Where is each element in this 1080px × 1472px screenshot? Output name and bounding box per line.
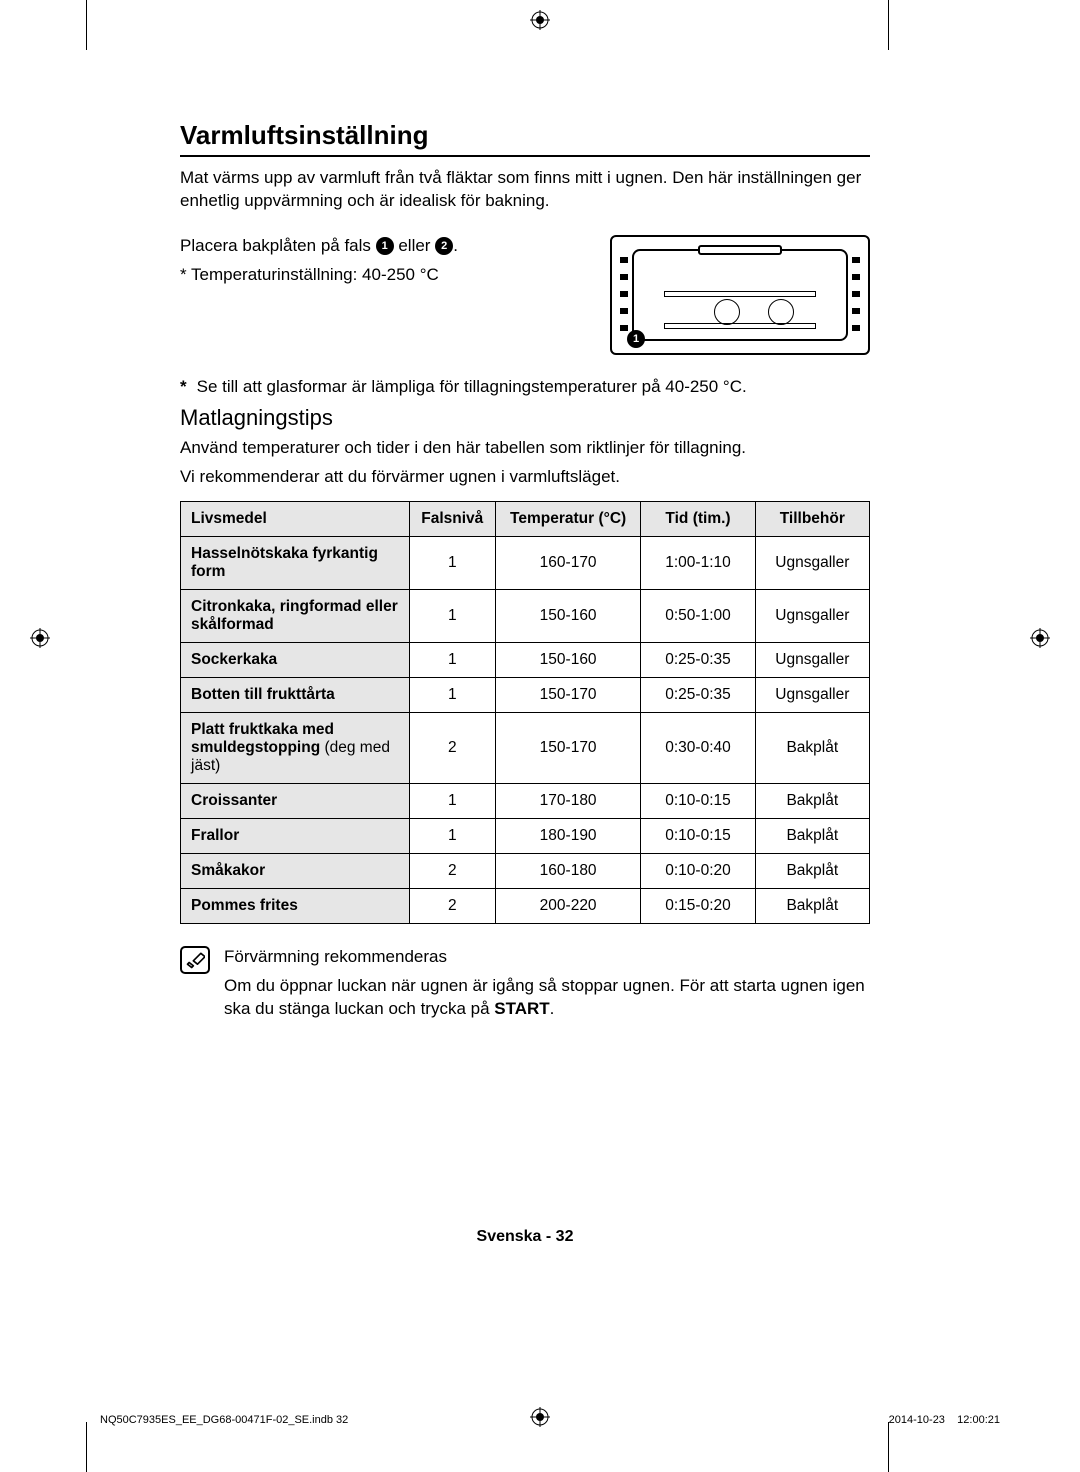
temp-range-text: * Temperaturinställning: 40-250 °C: [180, 264, 592, 287]
table-row: Småkakor2160-1800:10-0:20Bakplåt: [181, 853, 870, 888]
acc-cell: Bakplåt: [755, 888, 869, 923]
cooking-table: LivsmedelFalsnivåTemperatur (°C)Tid (tim…: [180, 501, 870, 924]
acc-cell: Ugnsgaller: [755, 677, 869, 712]
temp-cell: 150-170: [495, 712, 640, 783]
temp-cell: 180-190: [495, 818, 640, 853]
level-cell: 2: [409, 888, 495, 923]
subheading: Matlagningstips: [180, 405, 870, 431]
time-cell: 0:25-0:35: [641, 642, 755, 677]
time-cell: 1:00-1:10: [641, 536, 755, 589]
circle-number-icon: 1: [376, 237, 394, 255]
note-icon: [180, 946, 210, 974]
page-heading: Varmluftsinställning: [180, 120, 870, 157]
table-row: Citronkaka, ringformad eller skålformad1…: [181, 589, 870, 642]
food-cell: Frallor: [181, 818, 410, 853]
subtext-2: Vi rekommenderar att du förvärmer ugnen …: [180, 466, 870, 489]
acc-cell: Ugnsgaller: [755, 589, 869, 642]
glass-note-text: Se till att glasformar är lämpliga för t…: [197, 377, 747, 397]
print-file: NQ50C7935ES_EE_DG68-00471F-02_SE.indb 32: [100, 1414, 348, 1426]
level-cell: 2: [409, 712, 495, 783]
acc-cell: Bakplåt: [755, 783, 869, 818]
level-cell: 1: [409, 589, 495, 642]
table-row: Frallor1180-1900:10-0:15Bakplåt: [181, 818, 870, 853]
note-line-1: Förvärmning rekommenderas: [224, 946, 870, 969]
acc-cell: Ugnsgaller: [755, 536, 869, 589]
table-header: Tid (tim.): [641, 501, 755, 536]
table-header: Falsnivå: [409, 501, 495, 536]
level-cell: 1: [409, 642, 495, 677]
level-cell: 1: [409, 818, 495, 853]
temp-cell: 200-220: [495, 888, 640, 923]
temp-cell: 150-160: [495, 642, 640, 677]
subtext-1: Använd temperaturer och tider i den här …: [180, 437, 870, 460]
acc-cell: Ugnsgaller: [755, 642, 869, 677]
temp-cell: 150-160: [495, 589, 640, 642]
registration-mark-icon: [30, 628, 50, 648]
time-cell: 0:15-0:20: [641, 888, 755, 923]
table-header: Livsmedel: [181, 501, 410, 536]
level-cell: 1: [409, 783, 495, 818]
table-header: Temperatur (°C): [495, 501, 640, 536]
table-row: Hasselnötskaka fyrkantig form1160-1701:0…: [181, 536, 870, 589]
temp-cell: 160-170: [495, 536, 640, 589]
table-row: Botten till frukttårta1150-1700:25-0:35U…: [181, 677, 870, 712]
table-row: Platt fruktkaka med smuldegstopping (deg…: [181, 712, 870, 783]
food-cell: Sockerkaka: [181, 642, 410, 677]
acc-cell: Bakplåt: [755, 818, 869, 853]
print-date: 2014-10-23: [889, 1414, 945, 1426]
table-row: Pommes frites2200-2200:15-0:20Bakplåt: [181, 888, 870, 923]
food-cell: Botten till frukttårta: [181, 677, 410, 712]
registration-mark-icon: [1030, 628, 1050, 648]
level-cell: 1: [409, 536, 495, 589]
intro-text: Mat värms upp av varmluft från två fläkt…: [180, 167, 870, 213]
time-cell: 0:10-0:15: [641, 783, 755, 818]
food-cell: Småkakor: [181, 853, 410, 888]
registration-mark-icon: [530, 10, 550, 30]
table-row: Sockerkaka1150-1600:25-0:35Ugnsgaller: [181, 642, 870, 677]
acc-cell: Bakplåt: [755, 853, 869, 888]
acc-cell: Bakplåt: [755, 712, 869, 783]
placement-text: Placera bakplåten på fals 1 eller 2.: [180, 235, 592, 258]
table-header: Tillbehör: [755, 501, 869, 536]
level-cell: 1: [409, 677, 495, 712]
temp-cell: 150-170: [495, 677, 640, 712]
time-cell: 0:30-0:40: [641, 712, 755, 783]
circle-number-icon: 2: [435, 237, 453, 255]
table-row: Croissanter1170-1800:10-0:15Bakplåt: [181, 783, 870, 818]
time-cell: 0:50-1:00: [641, 589, 755, 642]
time-cell: 0:25-0:35: [641, 677, 755, 712]
oven-level-marker-icon: 1: [627, 330, 645, 348]
food-cell: Citronkaka, ringformad eller skålformad: [181, 589, 410, 642]
temp-cell: 170-180: [495, 783, 640, 818]
temp-cell: 160-180: [495, 853, 640, 888]
page-number: Svenska - 32: [180, 1228, 870, 1246]
oven-diagram-icon: 1: [610, 235, 870, 355]
food-cell: Platt fruktkaka med smuldegstopping (deg…: [181, 712, 410, 783]
food-cell: Pommes frites: [181, 888, 410, 923]
food-cell: Croissanter: [181, 783, 410, 818]
asterisk-icon: *: [180, 377, 187, 397]
note-line-2: Om du öppnar luckan när ugnen är igång s…: [224, 975, 870, 1021]
level-cell: 2: [409, 853, 495, 888]
time-cell: 0:10-0:15: [641, 818, 755, 853]
print-footer: NQ50C7935ES_EE_DG68-00471F-02_SE.indb 32…: [100, 1414, 1000, 1426]
print-time: 12:00:21: [957, 1414, 1000, 1426]
food-cell: Hasselnötskaka fyrkantig form: [181, 536, 410, 589]
time-cell: 0:10-0:20: [641, 853, 755, 888]
